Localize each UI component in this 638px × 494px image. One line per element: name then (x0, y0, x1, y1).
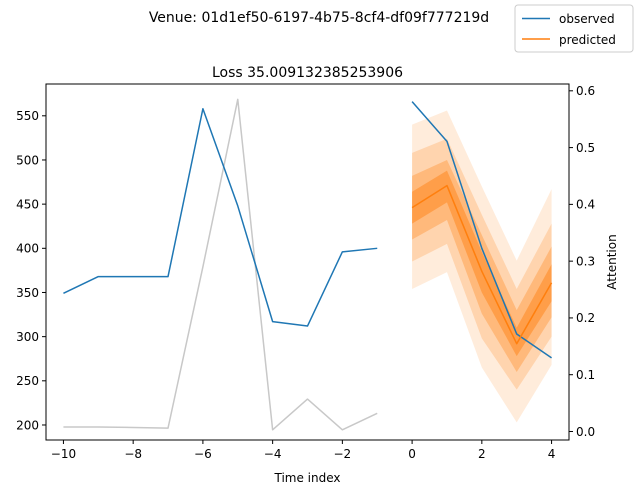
x-tick-label: −10 (51, 447, 76, 461)
x-tick-label: 0 (408, 447, 416, 461)
legend-box (514, 4, 634, 53)
legend: observed predicted (514, 4, 634, 53)
legend-label-observed: observed (559, 12, 615, 26)
legend-label-predicted: predicted (559, 33, 616, 47)
y-axis-right-label: Attention (605, 234, 619, 289)
y-left-tick-label: 450 (16, 197, 39, 211)
series-lines (63, 98, 553, 431)
y-right-tick-label: 0.3 (576, 254, 595, 268)
x-tick-label: −4 (264, 447, 282, 461)
y-axis-left: 200 250 300 350 400 450 500 550 (16, 109, 46, 432)
prediction-band-2 (412, 159, 552, 372)
y-right-tick-label: 0.6 (576, 84, 595, 98)
y-left-tick-label: 300 (16, 330, 39, 344)
y-left-tick-label: 500 (16, 153, 39, 167)
prediction-bands (412, 110, 552, 423)
series-line-predicted-2 (411, 184, 553, 345)
x-tick-label: 2 (478, 447, 486, 461)
y-right-tick-label: 0.5 (576, 141, 595, 155)
x-tick-label: −8 (124, 447, 142, 461)
y-right-tick-label: 0.1 (576, 368, 595, 382)
y-right-tick-label: 0.4 (576, 198, 595, 212)
series-line-observed-0 (63, 107, 378, 327)
y-left-tick-label: 550 (16, 109, 39, 123)
x-tick-label: −6 (194, 447, 212, 461)
series-line-attention-3 (63, 98, 378, 431)
x-tick-label: 4 (548, 447, 556, 461)
y-left-tick-label: 400 (16, 242, 39, 256)
y-left-tick-label: 250 (16, 374, 39, 388)
y-right-tick-label: 0.2 (576, 311, 595, 325)
prediction-band-1 (412, 138, 552, 390)
y-right-tick-label: 0.0 (576, 425, 595, 439)
y-left-tick-label: 350 (16, 286, 39, 300)
y-left-tick-label: 200 (16, 418, 39, 432)
axes-title: Loss 35.009132385253906 (212, 65, 403, 81)
x-axis-label: Time index (273, 471, 340, 485)
prediction-band-3 (412, 170, 552, 357)
y-axis-right: 0.0 0.1 0.2 0.3 0.4 0.5 0.6 (569, 84, 595, 439)
series-line-observed-1 (411, 101, 552, 359)
x-axis: −10 −8 −6 −4 −2 0 2 4 (51, 440, 556, 461)
x-tick-label: −2 (334, 447, 352, 461)
figure-suptitle: Venue: 01d1ef50-6197-4b75-8cf4-df09f7772… (149, 10, 489, 26)
plot-frame (45, 83, 570, 441)
